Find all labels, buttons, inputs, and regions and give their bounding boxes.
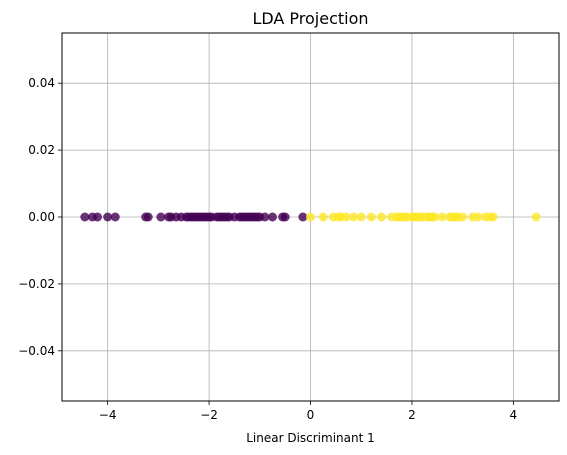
x-tick-label: 2 bbox=[408, 408, 416, 422]
data-points bbox=[80, 212, 541, 222]
data-point-class-0 bbox=[260, 212, 270, 222]
data-point-class-1 bbox=[473, 212, 483, 222]
data-point-class-0 bbox=[143, 212, 153, 222]
data-point-class-1 bbox=[356, 212, 366, 222]
data-point-class-1 bbox=[306, 212, 315, 222]
chart-title: LDA Projection bbox=[252, 9, 368, 28]
data-point-class-1 bbox=[377, 212, 386, 222]
data-point-class-1 bbox=[341, 212, 351, 222]
y-tick-label: 0.02 bbox=[28, 143, 55, 157]
grid-lines bbox=[62, 33, 559, 401]
data-point-class-0 bbox=[103, 212, 113, 222]
data-point-class-1 bbox=[366, 212, 376, 222]
data-point-class-1 bbox=[458, 212, 468, 222]
y-axis-ticks: −0.04 −0.02 0.00 0.02 0.04 bbox=[18, 76, 62, 358]
data-point-class-0 bbox=[80, 212, 90, 222]
y-tick-label: −0.02 bbox=[18, 277, 55, 291]
x-axis-ticks: −4 −2 0 2 4 bbox=[99, 401, 517, 422]
data-point-class-0 bbox=[267, 212, 277, 222]
data-point-class-0 bbox=[110, 212, 120, 222]
x-tick-label: 4 bbox=[510, 408, 518, 422]
x-axis-label: Linear Discriminant 1 bbox=[246, 431, 375, 445]
y-tick-label: −0.04 bbox=[18, 344, 55, 358]
x-tick-label: −4 bbox=[99, 408, 117, 422]
y-tick-label: 0.00 bbox=[28, 210, 55, 224]
y-tick-label: 0.04 bbox=[28, 76, 55, 90]
data-point-class-0 bbox=[280, 212, 290, 222]
data-point-class-1 bbox=[430, 212, 440, 222]
data-point-class-0 bbox=[298, 212, 308, 222]
x-tick-label: −2 bbox=[200, 408, 218, 422]
data-point-class-1 bbox=[349, 212, 359, 222]
data-point-class-0 bbox=[156, 212, 166, 222]
data-point-class-1 bbox=[488, 212, 498, 222]
data-point-class-0 bbox=[93, 212, 102, 222]
data-point-class-1 bbox=[531, 212, 541, 222]
data-point-class-1 bbox=[437, 212, 447, 222]
data-point-class-1 bbox=[318, 212, 328, 222]
x-tick-label: 0 bbox=[307, 408, 315, 422]
